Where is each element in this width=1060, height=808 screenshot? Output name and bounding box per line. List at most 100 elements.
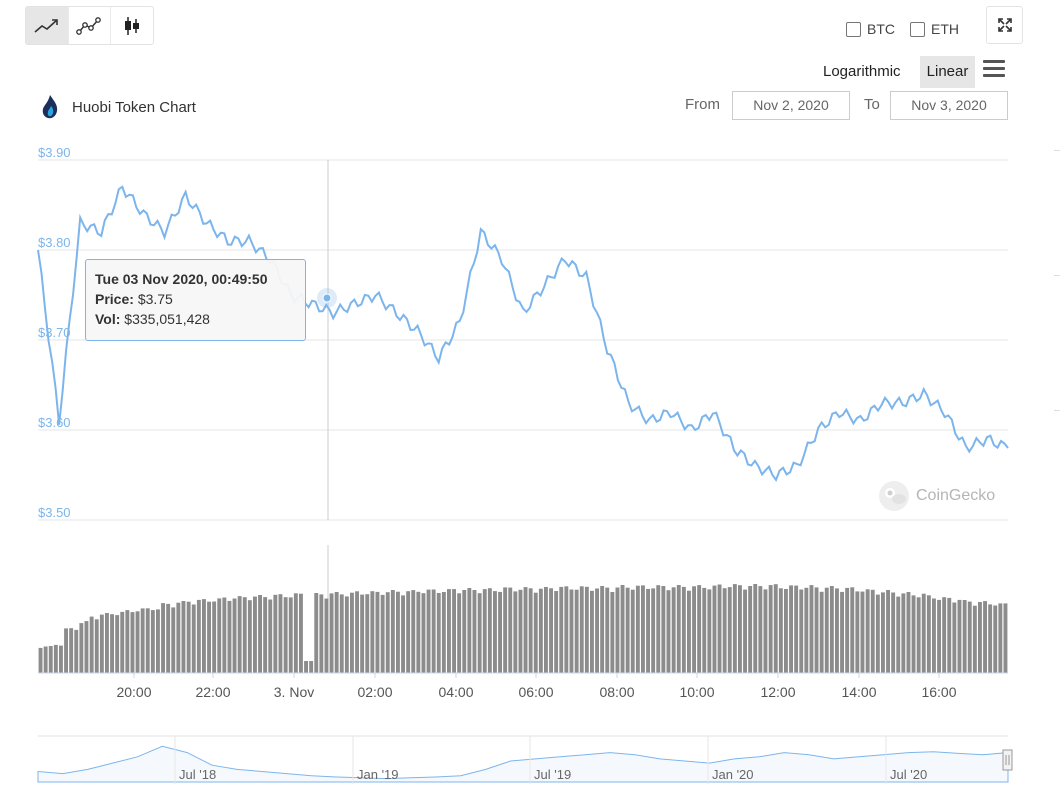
volume-bar [447,589,451,673]
chart-type-toolbar [25,6,154,45]
volume-bar [426,589,431,673]
point-line-chart-icon [75,16,101,35]
volume-bar [74,629,79,673]
to-label: To [864,96,880,113]
volume-bar [784,589,788,673]
volume-bar [69,628,74,673]
volume-bar [988,604,993,673]
volume-bar [860,591,865,673]
volume-bar [998,603,1003,673]
volume-bar [181,601,186,673]
volume-bar [99,614,104,673]
volume-bar [94,619,99,673]
volume-bar [656,585,661,673]
x-tick-label: 3. Nov [274,684,314,700]
navigator-background [38,736,1008,784]
volume-bar [549,588,553,673]
volume-bar [967,601,972,673]
volume-bar [212,601,217,673]
volume-bar [921,593,926,673]
volume-bar [293,593,298,673]
volume-bar [799,589,804,673]
volume-bar [493,591,497,673]
navigator-tick-label: Jan '20 [712,767,754,782]
volume-bar [926,595,931,673]
volume-bar [324,598,329,673]
y-tick-label: $3.70 [38,325,71,340]
volume-bar [273,594,278,673]
volume-bar [978,602,982,673]
x-tick-label: 22:00 [195,684,230,700]
navigator-handle[interactable] [1002,749,1013,771]
candlestick-button[interactable] [111,7,153,44]
volume-bar [232,598,237,673]
volume-bar [916,597,921,673]
compare-btc[interactable]: BTC [846,21,895,37]
volume-bar [641,585,645,673]
volume-bar [436,593,441,673]
volume-bar [804,587,809,673]
coingecko-logo-icon [879,481,909,511]
linear-scale-button[interactable]: Linear [920,56,975,88]
hover-halo [317,288,337,308]
volume-bar [727,587,732,673]
x-tick-label: 16:00 [921,684,956,700]
x-tick-label: 12:00 [760,684,795,700]
volume-bar [835,588,839,673]
x-tick-label: 06:00 [518,684,553,700]
fullscreen-button[interactable] [986,6,1023,44]
volume-bar [528,588,533,673]
eth-checkbox[interactable] [910,21,925,37]
point-line-chart-button[interactable] [69,7,112,44]
volume-bar [896,596,901,673]
from-date-input[interactable]: Nov 2, 2020 [732,91,850,120]
volume-bar [579,586,584,673]
volume-bar [431,589,436,673]
volume-bar [396,591,400,673]
volume-bar [38,647,43,673]
volume-bar [911,595,916,673]
volume-bar [59,645,63,673]
volume-bar [355,591,359,673]
volume-bar [156,609,160,673]
volume-bar [421,593,426,673]
volume-bar [886,590,890,673]
volume-bar [115,615,120,673]
volume-bar [569,589,574,673]
volume-bar [247,600,252,673]
volume-bar [365,594,370,673]
volume-bar [120,611,125,673]
to-date-input[interactable]: Nov 3, 2020 [890,91,1008,120]
volume-bar [533,592,538,673]
volume-bar [288,597,293,673]
volume-bar [125,610,130,673]
btc-checkbox[interactable] [846,21,861,37]
candlestick-icon [125,16,140,35]
volume-bar [268,599,273,673]
volume-bar [544,587,548,673]
volume-bar [962,600,967,673]
chart-title: Huobi Token Chart [72,98,196,116]
volume-bar [150,610,155,673]
chart-menu-button[interactable] [983,60,1005,78]
volume-bar [681,586,686,673]
volume-bar [370,591,375,673]
logarithmic-scale-button[interactable]: Logarithmic [823,63,901,80]
volume-bar [584,586,589,673]
volume-bar [717,584,722,673]
huobi-logo-icon [42,95,58,119]
volume-bar [406,591,411,673]
compare-eth[interactable]: ETH [910,21,959,37]
volume-bar [462,590,467,673]
page-scrollbar[interactable] [1054,0,1060,808]
volume-bar [110,614,114,673]
volume-bar [937,599,941,673]
line-chart-button[interactable] [26,7,69,44]
volume-bar [753,584,758,673]
volume-bar [457,593,462,673]
navigator-tick-label: Jul '18 [179,767,216,782]
volume-bar [242,597,247,673]
volume-bar [258,595,262,673]
volume-bar [605,587,610,673]
